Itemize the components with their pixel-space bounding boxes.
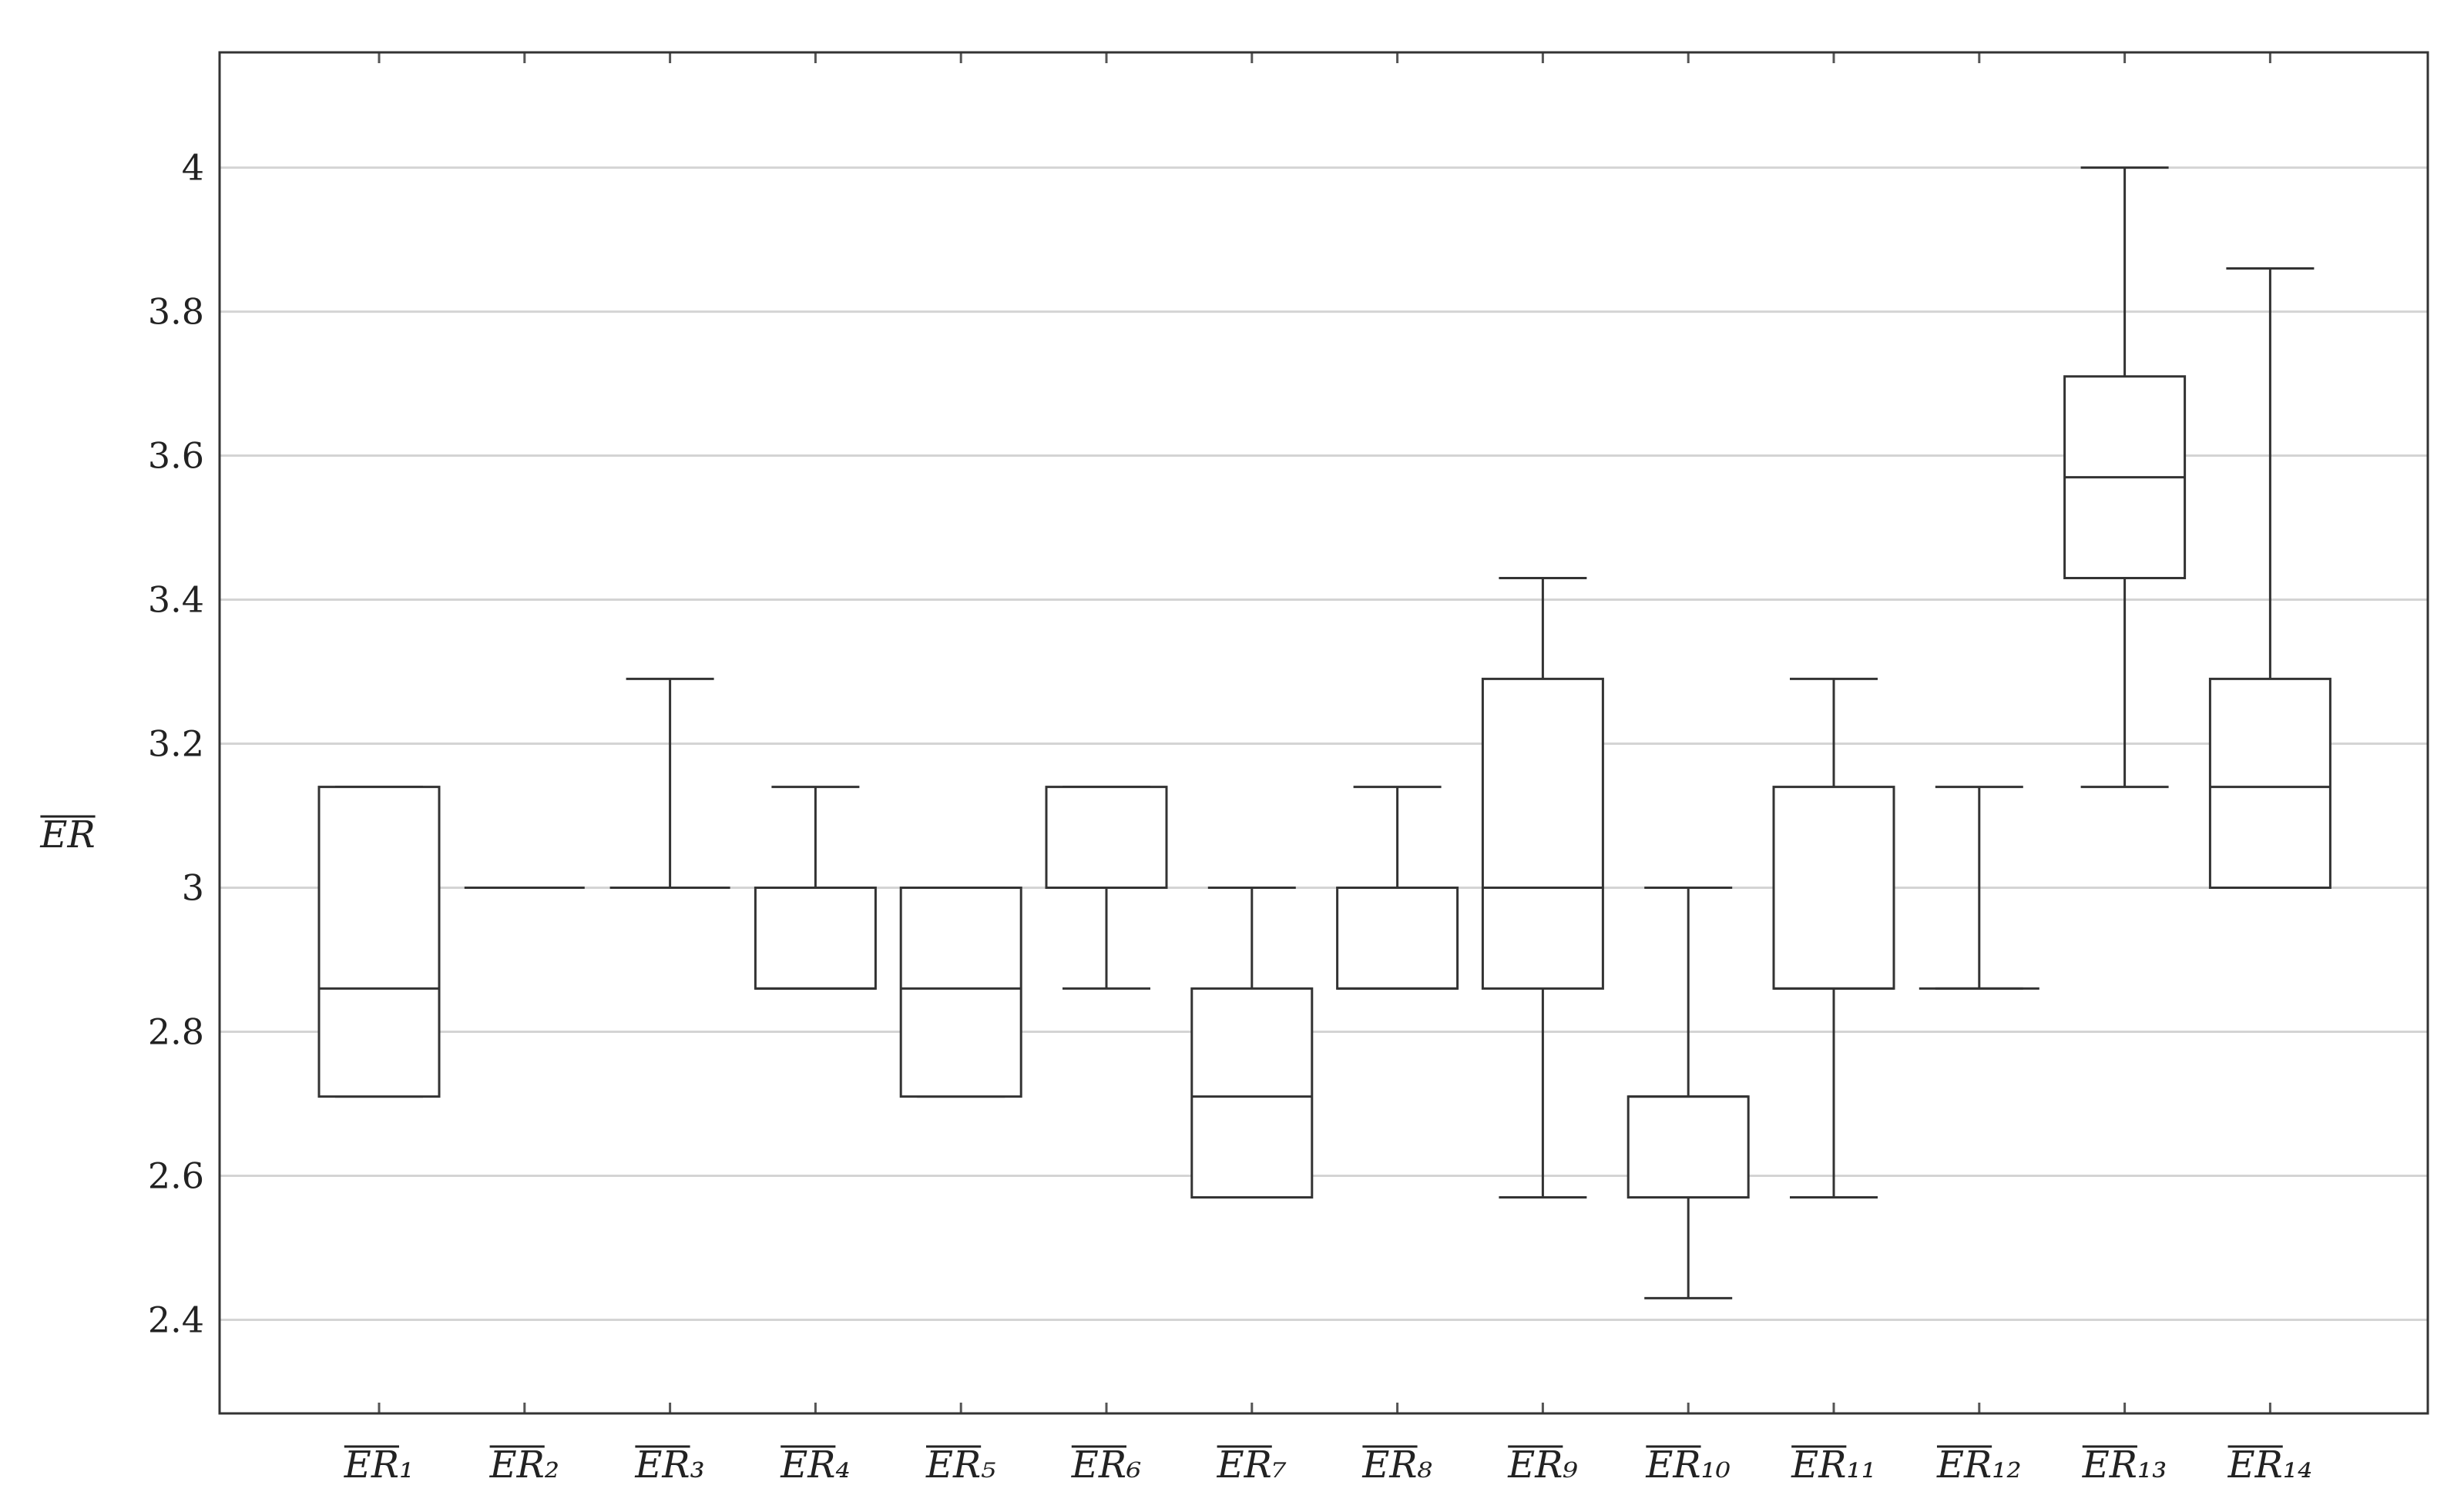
x-tick-label: ER₁ (344, 1443, 414, 1487)
x-tick-label: ER₁₃ (2082, 1443, 2167, 1487)
x-tick-label: ER₄ (780, 1443, 850, 1487)
x-tick-label: ER₁₂ (1936, 1443, 2022, 1487)
x-tick-label: ER₉ (1507, 1443, 1578, 1487)
y-tick-label: 2.4 (148, 1299, 204, 1340)
x-tick-label: ER₁₄ (2227, 1443, 2313, 1487)
y-tick-label: 3.8 (148, 291, 204, 333)
y-tick-label: 2.8 (148, 1011, 204, 1052)
y-tick-label: 3.6 (148, 435, 204, 477)
box (1772, 786, 1895, 990)
x-tick-label: ER₆ (1071, 1443, 1141, 1487)
box (754, 887, 877, 990)
plot-frame (218, 51, 2429, 1415)
x-tick-label: ER₁₁ (1791, 1443, 1876, 1487)
box (317, 786, 441, 1098)
x-tick-label: ER₁₀ (1645, 1443, 1731, 1487)
box (1481, 677, 1604, 990)
y-axis-label: ER (39, 813, 95, 857)
box (2208, 677, 2331, 890)
x-tick-label: ER₇ (1217, 1443, 1287, 1487)
y-tick-label: 4 (182, 147, 204, 189)
box (899, 887, 1022, 1098)
box (1336, 887, 1459, 990)
y-tick-label: 2.6 (148, 1155, 204, 1196)
box (1190, 987, 1314, 1199)
x-tick-label: ER₅ (925, 1443, 995, 1487)
box (1626, 1095, 1750, 1199)
x-tick-label: ER₃ (634, 1443, 704, 1487)
y-tick-label: 3 (182, 867, 204, 909)
x-tick-label: ER₂ (489, 1443, 559, 1487)
x-tick-label: ER₈ (1361, 1443, 1432, 1487)
y-tick-label: 3.4 (148, 579, 204, 621)
y-tick-label: 3.2 (148, 723, 204, 765)
box (1045, 786, 1168, 890)
